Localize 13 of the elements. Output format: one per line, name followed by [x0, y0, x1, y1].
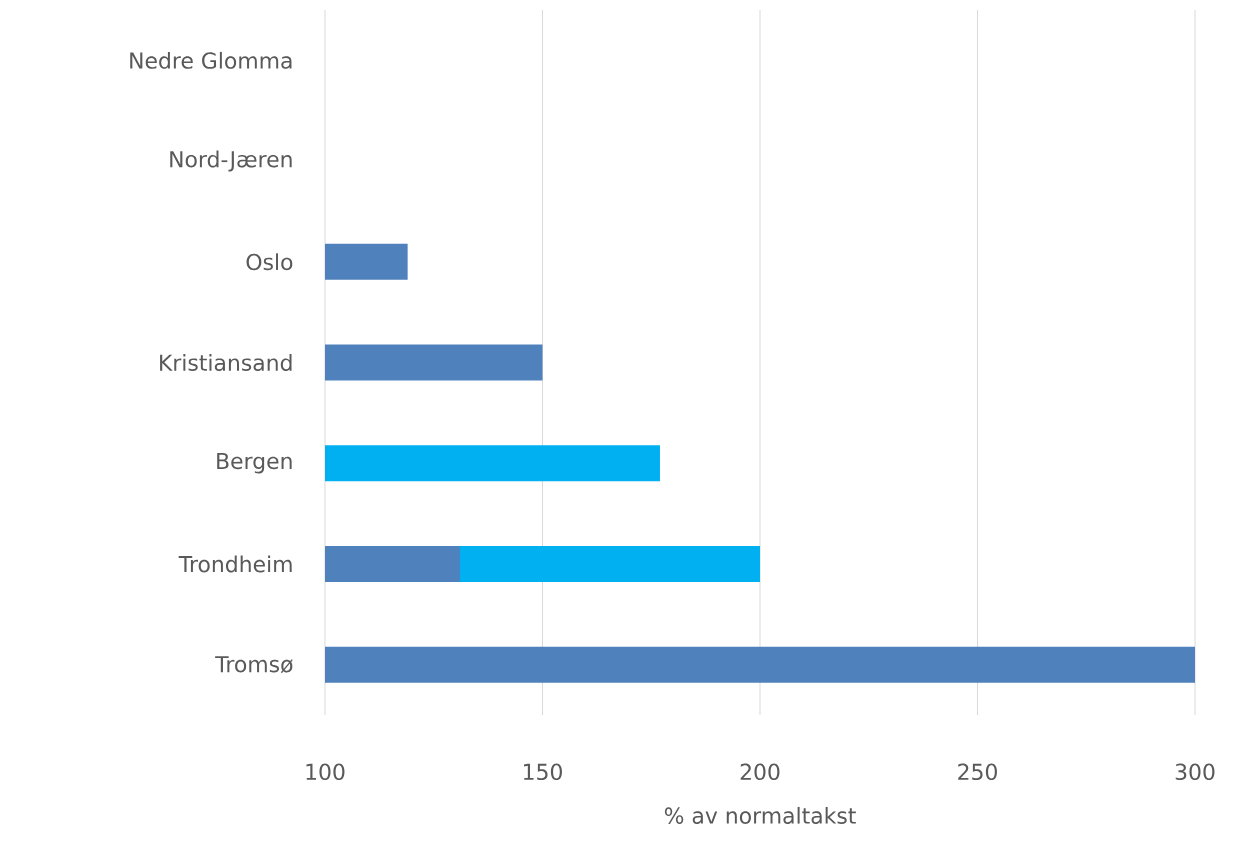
x-tick-label: 150	[523, 763, 562, 781]
x-tick-label: 100	[306, 763, 345, 781]
y-tick-label: Trondheim	[178, 555, 292, 573]
y-tick-label: Kristiansand	[160, 354, 292, 371]
x-tick-label: 300	[1175, 763, 1215, 781]
y-tick-label: Oslo	[246, 253, 293, 271]
y-tick-label: Nedre Glomma	[130, 51, 292, 69]
x-tick-label: 200	[740, 763, 780, 781]
x-tick-label: 250	[958, 763, 997, 781]
x-axis-title: % av normaltakst	[664, 806, 856, 824]
y-tick-label: Bergen	[217, 452, 292, 474]
y-tick-label: Nord-Jæren	[170, 150, 292, 172]
y-tick-label: Tromsø	[215, 656, 293, 674]
